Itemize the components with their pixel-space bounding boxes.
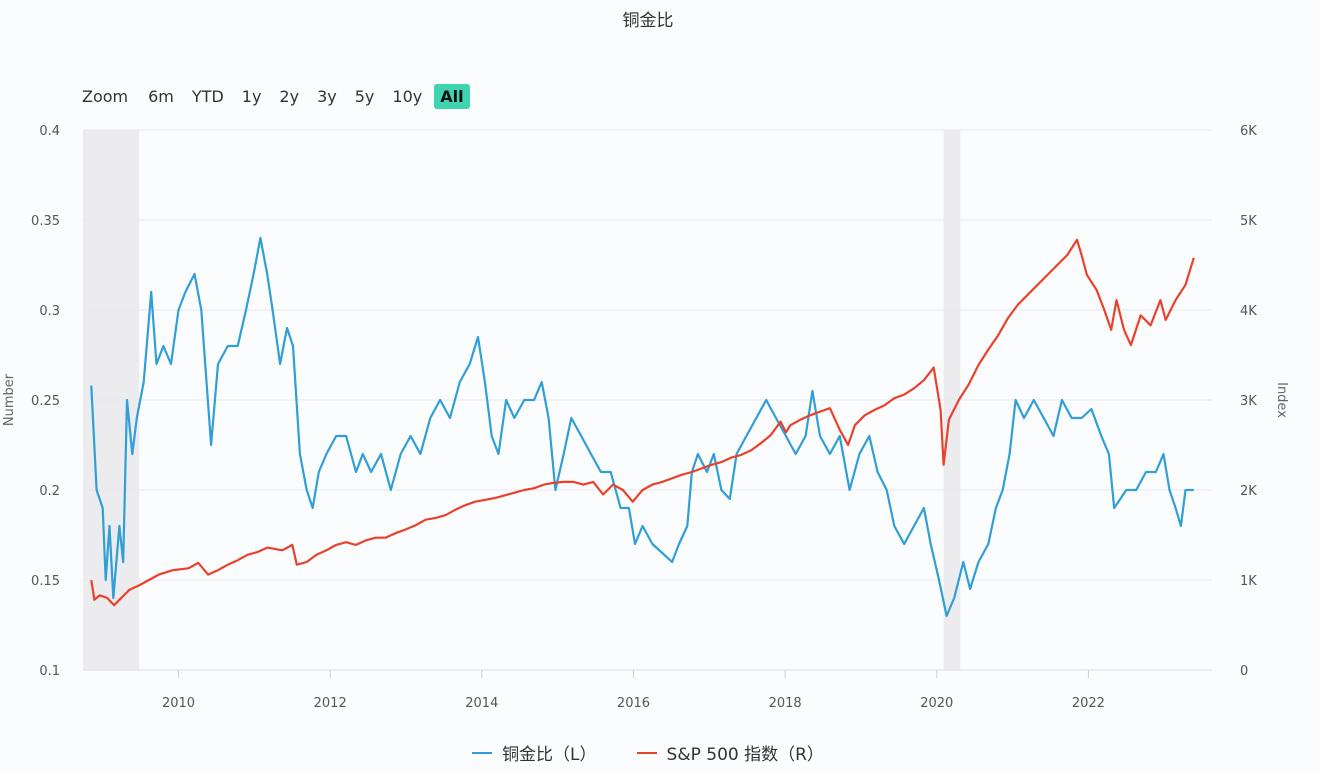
legend-item-sp500[interactable]: S&P 500 指数（R）: [636, 740, 824, 765]
zoom-label: Zoom: [82, 87, 129, 106]
x-tick-label: 2010: [162, 696, 195, 711]
legend-label: S&P 500 指数（R）: [666, 745, 824, 765]
y-left-tick-label: 0.15: [31, 574, 60, 589]
y-left-tick-label: 0.35: [31, 214, 60, 229]
y-right-tick-label: 5K: [1240, 214, 1257, 229]
y-left-axis-title: Number: [2, 373, 17, 426]
chart-title: 铜金比: [622, 11, 674, 31]
range-button-10y[interactable]: 10y: [392, 87, 423, 106]
y-right-tick-label: 3K: [1240, 394, 1257, 409]
range-selector: Zoom 6m YTD 1y 2y 3y 5y 10y All: [82, 84, 476, 109]
x-tick-label: 2020: [920, 696, 953, 711]
y-right-tick-label: 0: [1240, 664, 1248, 679]
y-left-tick-label: 0.3: [39, 304, 60, 319]
range-button-all[interactable]: All: [434, 84, 470, 109]
range-button-1y[interactable]: 1y: [241, 87, 262, 106]
copper-gold-ratio-line: [90, 236, 1194, 618]
legend-label: 铜金比（L）: [502, 745, 597, 765]
range-button-2y[interactable]: 2y: [279, 87, 300, 106]
x-tick-label: 2022: [1072, 696, 1105, 711]
x-tick-label: 2014: [465, 696, 498, 711]
y-right-tick-label: 4K: [1240, 304, 1257, 319]
range-button-ytd[interactable]: YTD: [191, 87, 224, 106]
x-tick-label: 2016: [617, 696, 650, 711]
legend-item-copper-gold[interactable]: 铜金比（L）: [472, 740, 597, 765]
y-left-tick-label: 0.4: [39, 124, 60, 139]
x-tick-label: 2018: [769, 696, 802, 711]
y-right-tick-label: 2K: [1240, 484, 1257, 499]
y-right-axis-title: Index: [1274, 382, 1289, 418]
x-tick-label: 2012: [314, 696, 347, 711]
sp500-line: [90, 238, 1195, 607]
legend-swatch-blue: [472, 751, 493, 754]
y-right-tick-label: 1K: [1240, 574, 1257, 589]
legend: 铜金比（L） S&P 500 指数（R）: [0, 740, 1296, 765]
y-left-tick-label: 0.1: [39, 664, 60, 679]
range-button-5y[interactable]: 5y: [354, 87, 375, 106]
y-left-tick-label: 0.25: [31, 394, 60, 409]
y-right-tick-label: 6K: [1240, 124, 1257, 139]
y-left-tick-label: 0.2: [39, 484, 60, 499]
legend-swatch-red: [636, 751, 657, 754]
range-button-3y[interactable]: 3y: [317, 87, 337, 106]
range-button-6m[interactable]: 6m: [148, 87, 174, 106]
